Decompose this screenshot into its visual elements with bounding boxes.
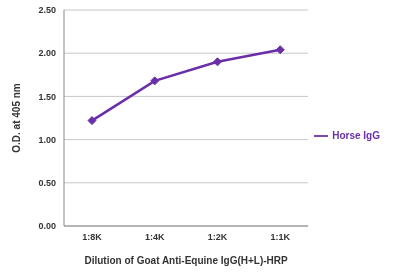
svg-text:2.00: 2.00 [38,48,56,58]
svg-text:Dilution of Goat Anti-Equine I: Dilution of Goat Anti-Equine IgG(H+L)-HR… [84,255,288,266]
svg-text:1:8K: 1:8K [82,232,102,242]
svg-text:2.50: 2.50 [38,5,56,15]
svg-text:1:1K: 1:1K [270,232,290,242]
svg-text:O.D. at 405 nm: O.D. at 405 nm [11,83,22,153]
svg-text:1.50: 1.50 [38,92,56,102]
svg-text:1:4K: 1:4K [145,232,165,242]
svg-text:1:2K: 1:2K [208,232,228,242]
svg-text:1.00: 1.00 [38,135,56,145]
svg-text:0.00: 0.00 [38,221,56,231]
html-text:Horse IgG: Horse IgG [332,129,380,141]
svg-text:0.50: 0.50 [38,178,56,188]
